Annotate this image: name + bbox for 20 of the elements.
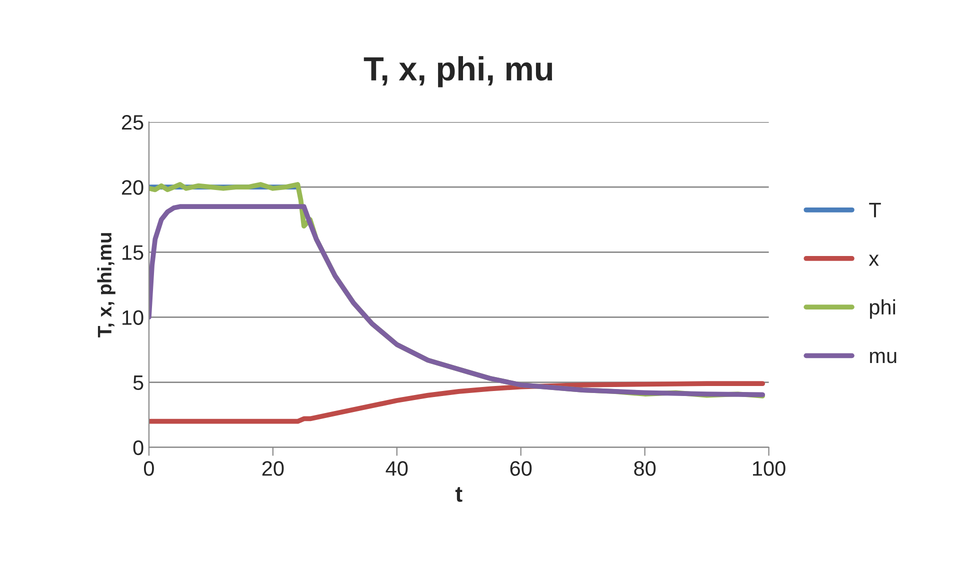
x-tick-label: 20 [262, 461, 284, 476]
y-tick-label: 0 [133, 440, 144, 456]
x-tick-label: 100 [753, 461, 786, 476]
legend-label: mu [870, 352, 896, 364]
y-tick-label: 15 [122, 245, 144, 260]
y-tick-label: 20 [122, 180, 144, 195]
legend-label: T [869, 202, 881, 218]
legend-label: phi [870, 299, 896, 319]
y-tick-label: 25 [122, 115, 144, 130]
x-tick-label: 60 [510, 461, 532, 476]
chart-title: T, x, phi, mu [364, 56, 552, 88]
x-tick-label: 80 [634, 461, 656, 476]
line-series [148, 381, 766, 424]
y-tick-label: 10 [122, 310, 144, 325]
x-tick-label: 0 [144, 461, 154, 476]
x-axis-title: t [455, 487, 462, 502]
y-axis-title: T, x, phi,mu [97, 233, 116, 338]
x-tick-label: 40 [386, 461, 408, 476]
y-tick-label: 5 [133, 376, 144, 390]
legend-label: x [868, 254, 879, 266]
